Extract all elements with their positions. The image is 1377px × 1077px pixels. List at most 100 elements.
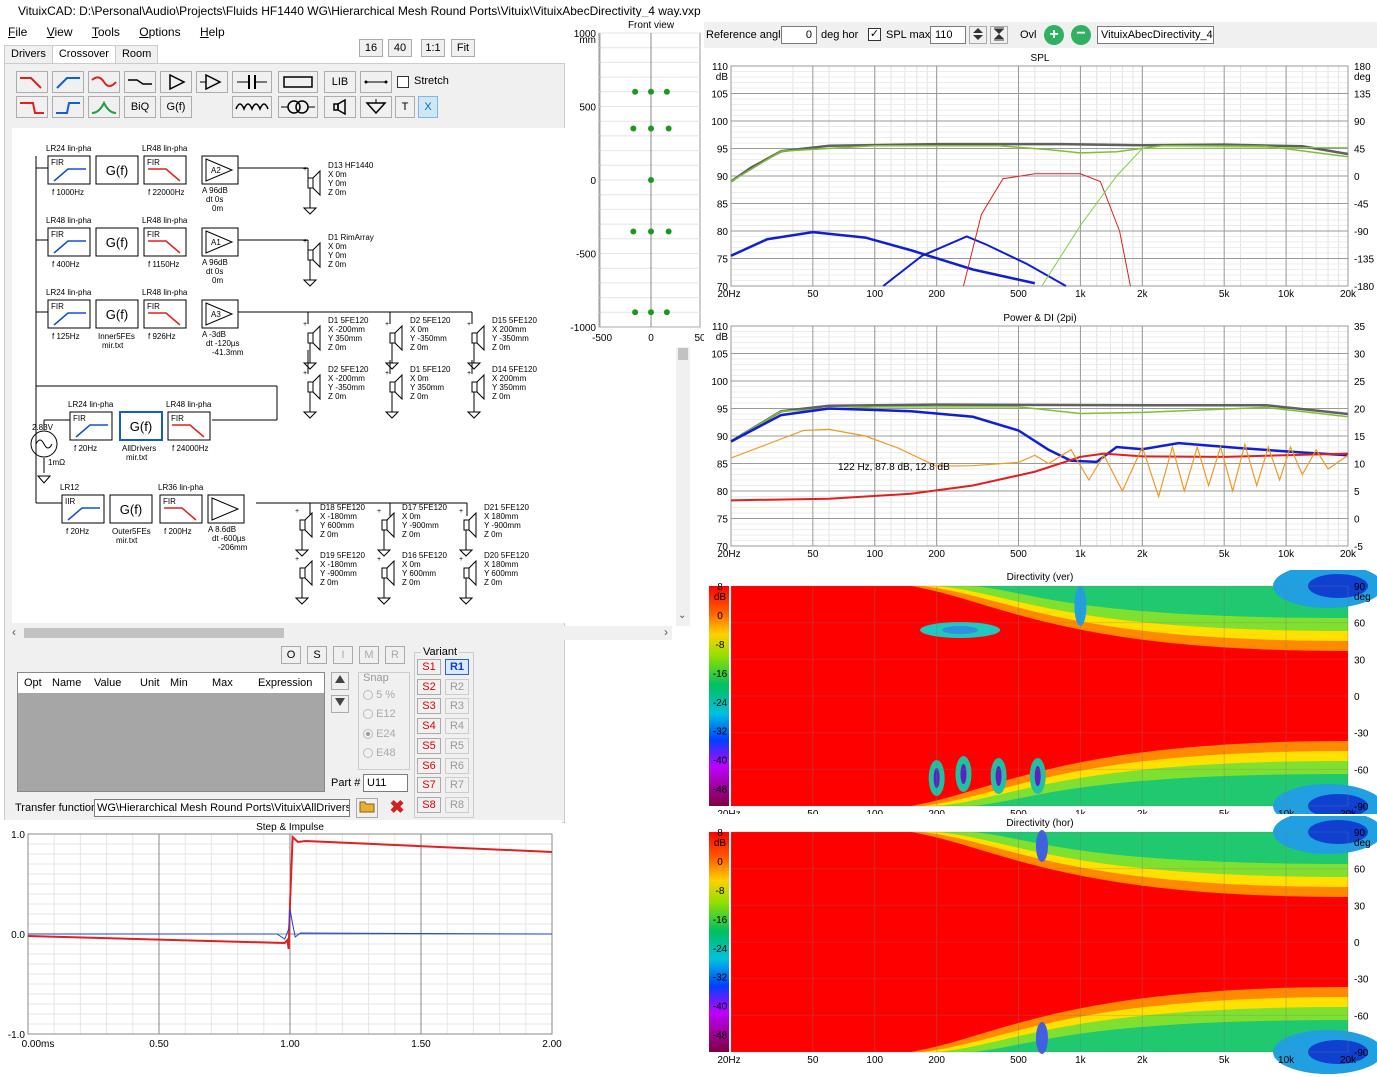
snap-opt-5pct[interactable]: 5 % xyxy=(363,689,395,701)
variant-s7-button[interactable]: S7 xyxy=(417,777,441,794)
highpass-blue2-tool[interactable] xyxy=(52,96,84,118)
schematic-hscrollbar[interactable]: ‹ › xyxy=(12,625,672,640)
opt-r-button[interactable]: R xyxy=(385,646,405,664)
inductor-tool[interactable] xyxy=(232,96,272,118)
col-value[interactable]: Value xyxy=(94,677,122,689)
opt-i-button[interactable]: I xyxy=(333,646,353,664)
text-tool[interactable]: T xyxy=(395,96,415,118)
variant-s6-button[interactable]: S6 xyxy=(417,757,441,774)
capacitor-tool[interactable] xyxy=(232,71,272,93)
opt-s-button[interactable]: S xyxy=(307,646,327,664)
scroll-right-icon[interactable]: › xyxy=(664,625,668,639)
power-di-curve xyxy=(730,452,1349,502)
scroll-down-icon[interactable]: ⌄ xyxy=(678,610,687,621)
buffer-tool[interactable] xyxy=(160,71,192,93)
vscroll-thumb[interactable] xyxy=(678,348,688,360)
remove-overlay-icon[interactable]: − xyxy=(1071,25,1091,45)
snap-opt-e24[interactable]: E24 xyxy=(363,728,396,740)
col-max[interactable]: Max xyxy=(212,677,233,689)
grid-size-40-button[interactable]: 40 xyxy=(388,39,412,57)
lowpass-red2-tool[interactable] xyxy=(16,96,48,118)
resistor-tool[interactable] xyxy=(278,71,318,93)
col-opt[interactable]: Opt xyxy=(24,677,42,689)
overlay-label: Ovl xyxy=(1020,29,1037,41)
wire-tool[interactable] xyxy=(360,71,392,93)
col-min[interactable]: Min xyxy=(170,677,188,689)
tab-drivers[interactable]: Drivers xyxy=(4,45,53,63)
overlay-file-input[interactable]: VituixAbecDirectivity_4 wa xyxy=(1097,26,1214,44)
menu-file[interactable]: File xyxy=(8,25,28,39)
add-overlay-icon[interactable]: + xyxy=(1044,25,1064,45)
variant-r3-button[interactable]: R3 xyxy=(445,698,469,715)
opamp-tool[interactable] xyxy=(196,71,228,93)
shelf-tool[interactable] xyxy=(124,71,156,93)
variant-r5-button[interactable]: R5 xyxy=(445,737,469,754)
spl-chart[interactable]: SPL 20Hz 50 100 200 500 1k 2k 5k 10k 20k 110 180 105 1… xyxy=(704,50,1377,312)
transformer-tool[interactable] xyxy=(278,96,318,118)
directivity-ver-chart[interactable]: Directivity (ver) 8 0 -8 -16 -24 -32 -40 -48 dB 20… xyxy=(704,564,1377,844)
zoom-1-1-button[interactable]: 1:1 xyxy=(421,39,445,57)
variant-title: Variant xyxy=(421,646,460,658)
col-name[interactable]: Name xyxy=(52,677,82,689)
menu-help[interactable]: Help xyxy=(199,25,225,39)
dirver-colorbar-tick: 8 xyxy=(717,582,723,593)
directivity-hor-chart[interactable]: Directivity (hor) 8 0 -8 -16 -24 -32 -40 -48 dB 20… xyxy=(704,810,1377,1074)
variant-s1-button[interactable]: S1 xyxy=(417,659,441,675)
snap-opt-e48[interactable]: E48 xyxy=(363,747,396,759)
variant-s3-button[interactable]: S3 xyxy=(417,698,441,715)
menu-view[interactable]: View xyxy=(46,25,73,39)
menu-options[interactable]: Options xyxy=(139,25,181,39)
zoom-fit-button[interactable]: Fit xyxy=(451,39,475,57)
library-tool[interactable]: LIB xyxy=(324,71,356,93)
tab-crossover[interactable]: Crossover xyxy=(51,45,116,65)
variant-s8-button[interactable]: S8 xyxy=(417,796,441,813)
schematic-canvas[interactable]: LR24 lin-pha FIR f 1000Hz G(f) LR48 lin-pha F… xyxy=(12,128,567,623)
snap-opt-e12[interactable]: E12 xyxy=(363,708,396,720)
opt-m-button[interactable]: M xyxy=(359,646,379,664)
spl-range-button[interactable] xyxy=(990,26,1008,44)
stretch-checkbox[interactable] xyxy=(397,76,409,88)
variant-r2-button[interactable]: R2 xyxy=(445,678,469,695)
spl-step-button[interactable] xyxy=(969,26,987,44)
col-unit[interactable]: Unit xyxy=(140,677,160,689)
step-xtick: 2.00 xyxy=(542,1039,562,1050)
menu-tools[interactable]: Tools xyxy=(91,25,120,39)
transfer-function-input[interactable]: WG\Hierarchical Mesh Round Ports\Vituix\… xyxy=(94,799,350,817)
driver-tool[interactable] xyxy=(324,96,356,118)
lowpass-red-tool[interactable] xyxy=(16,71,48,93)
part-number-input[interactable]: U11 xyxy=(363,774,408,792)
ground-tool[interactable] xyxy=(360,96,392,118)
schematic-vscrollbar[interactable]: ⌄ xyxy=(676,346,690,626)
spl-max-input[interactable]: 110 xyxy=(930,26,966,44)
power-di-chart[interactable]: Power & DI (2pi) 20Hz 50 100 200 500 1k 2k 5k 10k… xyxy=(704,310,1377,572)
biquad-tool[interactable]: BiQ xyxy=(124,96,156,118)
dirhor-colorbar-tick: -24 xyxy=(713,944,728,955)
tab-room[interactable]: Room xyxy=(114,45,159,63)
variant-s5-button[interactable]: S5 xyxy=(417,737,441,754)
variant-r7-button[interactable]: R7 xyxy=(445,777,469,794)
highpass-blue-tool[interactable] xyxy=(52,71,84,93)
move-down-button[interactable] xyxy=(331,695,349,713)
spl-way3-curve xyxy=(882,235,1067,287)
transfer-function-tool[interactable]: G(f) xyxy=(160,96,192,118)
col-expression[interactable]: Expression xyxy=(258,677,313,689)
hscroll-thumb[interactable] xyxy=(24,628,284,638)
open-folder-button[interactable] xyxy=(356,798,378,818)
variant-r1-button[interactable]: R1 xyxy=(445,659,469,675)
bandpass-green-tool[interactable] xyxy=(88,96,120,118)
clear-transfer-icon[interactable]: ✖ xyxy=(389,797,405,817)
variant-r8-button[interactable]: R8 xyxy=(445,796,469,813)
spl-max-checkbox[interactable]: ✓ xyxy=(868,28,881,41)
variant-r4-button[interactable]: R4 xyxy=(445,718,469,735)
grid-size-16-button[interactable]: 16 xyxy=(359,39,383,57)
scroll-left-icon[interactable]: ‹ xyxy=(12,625,16,639)
delete-tool[interactable]: X xyxy=(418,96,438,118)
variant-s2-button[interactable]: S2 xyxy=(417,678,441,695)
variant-r6-button[interactable]: R6 xyxy=(445,757,469,774)
notch-red-tool[interactable] xyxy=(88,71,120,93)
opt-o-button[interactable]: O xyxy=(281,646,301,664)
parameter-table[interactable]: Opt Name Value Unit Min Max Expression xyxy=(17,672,325,792)
move-up-button[interactable] xyxy=(331,672,349,690)
reference-angle-input[interactable]: 0 xyxy=(781,26,817,44)
variant-s4-button[interactable]: S4 xyxy=(417,718,441,735)
